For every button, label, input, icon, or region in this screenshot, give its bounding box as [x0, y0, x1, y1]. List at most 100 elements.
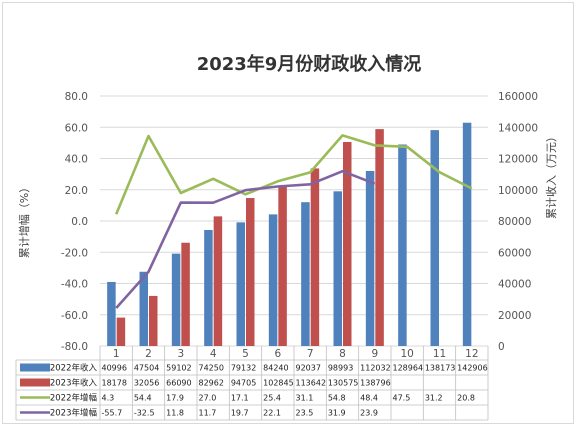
right-tick-label: 20000 [498, 310, 531, 322]
legend-key-bar [20, 363, 50, 372]
data-label: -32.5 [134, 409, 155, 418]
bar-2022-income [204, 229, 213, 346]
bar-2023-income [181, 242, 190, 346]
left-tick-label: 40.0 [65, 154, 88, 166]
data-label: 84240 [263, 364, 288, 373]
data-label: 17.9 [166, 394, 184, 403]
bar-2022-income [398, 144, 407, 346]
right-tick-label: 80000 [498, 216, 531, 228]
bar-2022-income [139, 271, 148, 346]
left-tick-label: -80.0 [61, 341, 88, 353]
right-tick-label: 100000 [498, 185, 538, 197]
bar-2022-income [333, 191, 342, 346]
category-label: 9 [371, 348, 378, 360]
data-label: 47.5 [393, 394, 411, 403]
data-label: 128964 [393, 364, 424, 373]
bar-2023-income [375, 129, 384, 346]
bar-2023-income [149, 295, 158, 346]
data-label: 113642 [296, 379, 327, 388]
chart-title: 2023年9月份财政收入情况 [197, 53, 422, 75]
bar-2023-income [213, 216, 223, 346]
data-label: 142906 [457, 364, 488, 373]
line-2022-growth [114, 134, 473, 215]
data-label: 32056 [134, 379, 159, 388]
category-label: 7 [307, 348, 314, 360]
right-tick-label: 160000 [498, 91, 538, 103]
category-label: 4 [210, 348, 217, 360]
data-label: 4.3 [102, 394, 115, 403]
left-tick-label: -60.0 [61, 310, 88, 322]
data-label: 47504 [134, 364, 159, 373]
data-label: 54.4 [134, 394, 152, 403]
bar-2023-income [343, 141, 352, 346]
data-label: 94705 [231, 379, 256, 388]
bar-2022-income [462, 122, 472, 346]
left-tick-label: -40.0 [61, 279, 88, 291]
data-label: 138796 [360, 379, 391, 388]
bar-2023-income [116, 317, 126, 346]
data-label: 98993 [328, 364, 353, 373]
data-label: 17.1 [231, 394, 249, 403]
category-label: 6 [274, 348, 281, 360]
data-label: 25.4 [263, 394, 281, 403]
category-label: 11 [433, 348, 446, 360]
bar-2022-income [301, 202, 310, 346]
series-name: 2022年增幅 [50, 393, 98, 404]
left-tick-label: -20.0 [61, 247, 88, 259]
data-label: 31.2 [425, 394, 443, 403]
category-label: 1 [113, 348, 120, 360]
data-label: 31.9 [328, 409, 346, 418]
left-tick-label: 20.0 [65, 185, 88, 197]
line-2023-growth [115, 169, 376, 309]
data-label: 40996 [102, 364, 127, 373]
data-label: 11.8 [166, 409, 184, 418]
chart-frame [2, 2, 574, 424]
data-label: 112032 [360, 364, 391, 373]
legend-key-bar [20, 378, 50, 387]
right-tick-label: 140000 [498, 122, 538, 134]
data-label: 59102 [166, 364, 191, 373]
data-label: 54.8 [328, 394, 346, 403]
bar-2022-income [430, 130, 439, 346]
bar-2023-income [310, 168, 320, 346]
bar-2023-income [246, 198, 255, 346]
category-label: 8 [339, 348, 346, 360]
data-label: 18178 [102, 379, 127, 388]
data-label: 20.8 [457, 394, 475, 403]
bar-2022-income [107, 281, 116, 346]
data-label: 22.1 [263, 409, 281, 418]
right-tick-label: 60000 [498, 247, 531, 259]
bar-2022-income [171, 253, 181, 346]
data-label: 11.7 [199, 409, 217, 418]
data-label: 23.9 [360, 409, 378, 418]
data-label: 19.7 [231, 409, 249, 418]
right-tick-label: 0 [498, 341, 505, 353]
data-label: 27.0 [199, 394, 217, 403]
data-label: 79132 [231, 364, 256, 373]
data-label: 23.5 [296, 409, 314, 418]
series-name: 2023年增幅 [50, 408, 98, 419]
data-label: 48.4 [360, 394, 378, 403]
right-axis-label: 累计收入（万元） [544, 131, 558, 219]
right-axis-ticks: 160000 140000 120000 100000 80000 60000 40000 2… [498, 91, 538, 353]
left-tick-label: 0.0 [71, 216, 88, 228]
data-label: 102845 [263, 379, 294, 388]
category-label: 2 [145, 348, 152, 360]
data-label: 74250 [199, 364, 224, 373]
series-name: 2023年收入 [50, 378, 98, 389]
data-label: 138173 [425, 364, 456, 373]
data-label: 82962 [199, 379, 224, 388]
data-label: -55.7 [102, 409, 123, 418]
category-label: 10 [400, 348, 413, 360]
bars-layer [107, 122, 472, 346]
left-axis-ticks: 80.0 60.0 40.0 20.0 0.0 -20.0 -40.0 -60.0 -80.0 [61, 91, 88, 353]
right-tick-label: 40000 [498, 279, 531, 291]
left-tick-label: 60.0 [65, 122, 88, 134]
data-label: 66090 [166, 379, 191, 388]
right-tick-label: 120000 [498, 154, 538, 166]
bar-2022-income [236, 222, 245, 346]
gridlines [100, 95, 488, 347]
category-label: 12 [465, 348, 478, 360]
